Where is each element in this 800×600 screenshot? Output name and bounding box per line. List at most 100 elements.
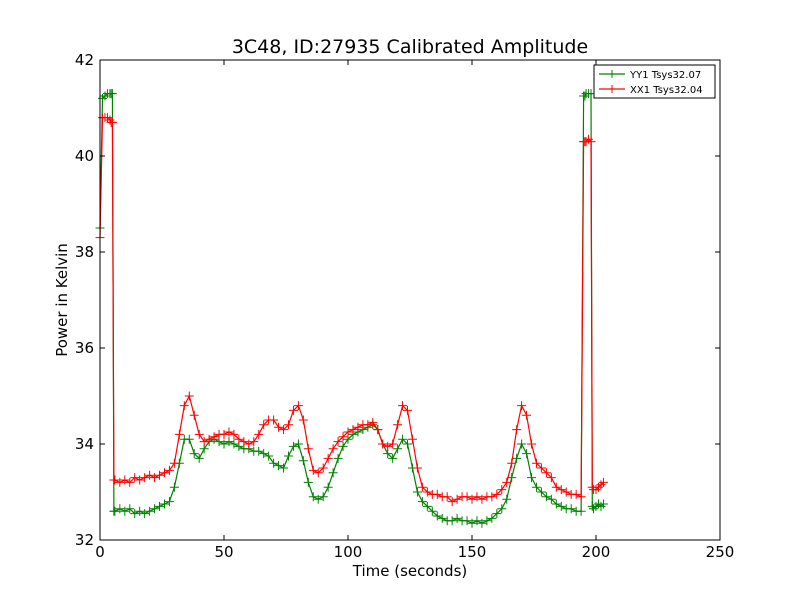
data-point — [318, 492, 328, 502]
data-point — [566, 504, 576, 514]
data-point — [477, 494, 487, 504]
data-point — [303, 444, 313, 454]
y-tick-label: 42 — [75, 51, 94, 69]
data-point — [323, 482, 333, 492]
data-point — [219, 439, 229, 449]
data-point — [541, 492, 551, 502]
legend-marker — [608, 85, 616, 93]
data-point — [274, 422, 284, 432]
data-point — [244, 439, 254, 449]
data-point — [556, 501, 566, 511]
data-point — [502, 477, 512, 487]
data-point — [502, 494, 512, 504]
data-point — [254, 429, 264, 439]
data-point — [179, 401, 189, 411]
data-point — [591, 485, 601, 495]
data-point — [120, 506, 130, 516]
data-point — [209, 432, 219, 442]
data-point — [482, 516, 492, 526]
data-point — [596, 501, 606, 511]
data-point — [140, 509, 150, 519]
data-point — [204, 434, 214, 444]
data-point — [343, 427, 353, 437]
x-tick-label: 150 — [458, 543, 487, 561]
data-point — [338, 441, 348, 451]
data-point — [189, 449, 199, 459]
data-point — [333, 437, 343, 447]
data-point — [288, 441, 298, 451]
data-point — [447, 516, 457, 526]
data-point — [298, 456, 308, 466]
data-point — [586, 137, 596, 147]
y-axis-label: Power in Kelvin — [53, 243, 71, 357]
data-point — [551, 499, 561, 509]
data-point — [546, 473, 556, 483]
data-point — [584, 134, 594, 144]
x-axis-label: Time (seconds) — [352, 562, 468, 580]
data-point — [274, 461, 284, 471]
data-point — [145, 470, 155, 480]
data-point — [194, 453, 204, 463]
plot-area — [100, 60, 720, 540]
data-point — [155, 501, 165, 511]
data-point — [487, 513, 497, 523]
data-point — [169, 482, 179, 492]
data-point — [328, 468, 338, 478]
data-point — [135, 506, 145, 516]
legend-label: YY1 Tsys32.07 — [629, 70, 701, 81]
series-0 — [95, 89, 608, 528]
data-point — [283, 420, 293, 430]
data-point — [259, 449, 269, 459]
data-point — [107, 117, 117, 127]
data-point — [249, 437, 259, 447]
data-point — [308, 465, 318, 475]
data-point — [363, 420, 373, 430]
data-point — [512, 425, 522, 435]
data-point — [403, 405, 413, 415]
data-point — [422, 501, 432, 511]
data-point — [417, 482, 427, 492]
data-point — [269, 458, 279, 468]
chart-title: 3C48, ID:27935 Calibrated Amplitude — [232, 36, 588, 58]
data-point — [110, 506, 120, 516]
data-point — [517, 439, 527, 449]
data-point — [189, 410, 199, 420]
data-point — [130, 509, 140, 519]
legend: YY1 Tsys32.07 XX1 Tsys32.04 — [593, 64, 716, 99]
data-point — [598, 477, 608, 487]
data-point — [388, 439, 398, 449]
data-point — [487, 492, 497, 502]
data-point — [462, 492, 472, 502]
data-point — [145, 506, 155, 516]
data-point — [125, 477, 135, 487]
data-point — [313, 494, 323, 504]
data-point — [279, 425, 289, 435]
data-point — [298, 415, 308, 425]
data-point — [393, 444, 403, 454]
data-point — [378, 439, 388, 449]
data-point — [288, 405, 298, 415]
data-point — [224, 427, 234, 437]
data-point — [536, 487, 546, 497]
data-point — [589, 504, 599, 514]
data-point — [239, 437, 249, 447]
data-point — [472, 516, 482, 526]
data-point — [527, 439, 537, 449]
data-point — [184, 391, 194, 401]
data-point — [507, 473, 517, 483]
data-point — [398, 401, 408, 411]
data-point — [219, 429, 229, 439]
data-point — [184, 434, 194, 444]
data-point — [303, 477, 313, 487]
data-point — [447, 497, 457, 507]
data-point — [269, 415, 279, 425]
data-point — [462, 516, 472, 526]
data-point — [164, 465, 174, 475]
data-point — [522, 410, 532, 420]
data-point — [412, 463, 422, 473]
data-point — [105, 115, 115, 125]
data-point — [110, 475, 120, 485]
legend-label: XX1 Tsys32.04 — [630, 85, 703, 96]
data-point — [194, 429, 204, 439]
data-point — [254, 446, 264, 456]
